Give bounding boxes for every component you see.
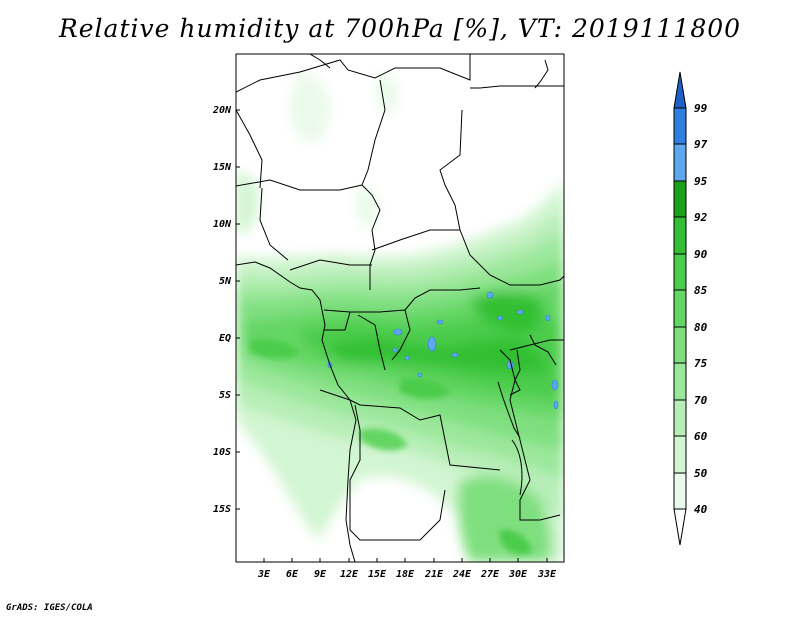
lat-label: 20N [212,105,232,116]
lon-label: 12E [340,569,359,580]
saturation-blobs [327,291,559,410]
lon-label: 27E [480,569,500,580]
colorbar-label: 40 [694,503,708,516]
colorbar-arrow-top [673,71,687,109]
lat-label: 10N [213,219,232,230]
lat-label: 10S [213,447,231,458]
colorbar-label: 75 [694,357,708,370]
colorbar-box [673,253,687,291]
lon-label: 6E [286,569,299,580]
lon-label: 30E [508,569,528,580]
colorbar-label: 92 [694,211,708,224]
colorbar-box [673,143,687,182]
colorbar-label: 99 [694,102,708,115]
lon-label: 24E [452,569,472,580]
latitude-axis: 20N 15N 10N 5N EQ 5S 10S 15S [212,105,240,515]
colorbar-box [673,399,687,437]
lat-label: 5S [219,390,231,401]
colorbar-label: 70 [694,394,708,407]
colorbar-label: 90 [694,248,708,261]
colorbar-arrow-bottom [673,508,687,546]
lat-label: 15S [213,504,231,515]
lon-label: 15E [368,569,387,580]
humidity-field [236,54,564,562]
colorbar-label: 60 [694,430,708,443]
map-title: Relative humidity at 700hPa [%], VT: 201… [58,14,742,43]
colorbar-label: 97 [694,138,708,151]
lon-label: 21E [424,569,444,580]
colorbar-label: 95 [694,175,708,188]
colorbar-label: 85 [694,284,708,297]
lat-label: EQ [219,333,231,344]
map-frame [235,53,565,563]
colorbar [673,71,687,546]
lon-label: 9E [314,569,327,580]
colorbar-box [673,326,687,364]
colorbar-box [673,362,687,401]
lon-label: 18E [396,569,415,580]
colorbar-box [673,216,687,255]
lon-label: 33E [537,569,557,580]
lat-label: 5N [219,276,232,287]
lat-label: 15N [213,162,232,173]
colorbar-label: 80 [694,321,708,334]
colorbar-box [673,107,687,145]
colorbar-labels: 99 97 95 92 90 85 80 75 70 60 50 40 [694,102,708,516]
longitude-axis: 3E 6E 9E 12E 15E 18E 21E 24E 27E 30E 33E [257,558,557,580]
lon-label: 3E [257,569,271,580]
coastline [236,59,557,562]
country-borders [236,54,564,541]
colorbar-box [673,180,687,218]
colorbar-box [673,472,687,510]
colorbar-label: 50 [694,467,708,480]
grads-credit: GrADS: IGES/COLA [6,603,93,613]
colorbar-box [673,435,687,474]
colorbar-box [673,289,687,328]
